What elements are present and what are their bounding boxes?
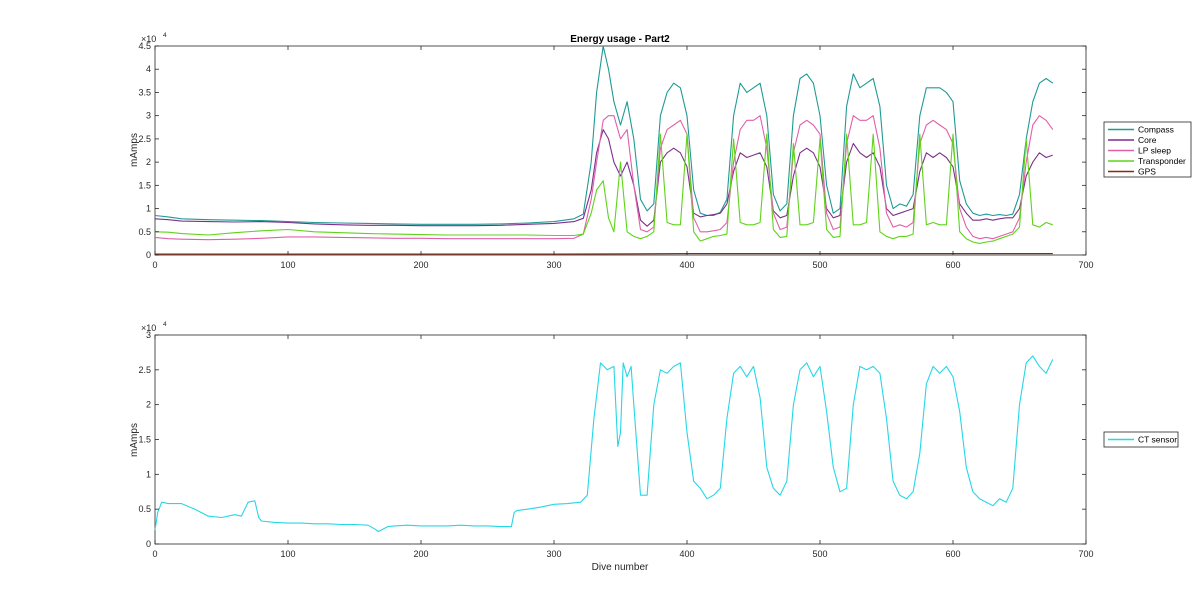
x-tick-label: 300 [546,549,561,559]
y-tick-label: 3.5 [138,87,151,97]
axes-energy-usage: 0 100 200 300 400 500 600 700 0 0.5 1 1.5 2 2.5 3 3.5 4… [129,32,1192,270]
y-tick-label: 0.5 [138,227,151,237]
y-tick-label: 1.5 [138,180,151,190]
x-tick-label: 0 [152,260,157,270]
y-tick-label: 2.5 [138,134,151,144]
x-axis-label: Dive number [592,562,649,573]
y-tick-label: 0 [146,250,151,260]
x-tick-label: 200 [413,260,428,270]
y-tick-label: 1 [146,469,151,479]
y-tick-label: 0.5 [138,504,151,514]
series-line-ct-sensor [154,355,1054,533]
series-lines [154,355,1054,533]
legend-label-ct-sensor: CT sensor [1138,435,1177,445]
y-tick-label: 0 [146,539,151,549]
y-tick-label: 3 [146,111,151,121]
x-tick-label: 400 [679,549,694,559]
series-line-gps [155,253,1053,255]
x-tick-label: 0 [152,549,157,559]
series-line-core [154,129,1053,227]
y-tick-label: 4.5 [138,41,151,51]
legend-label-lp-sleep: LP sleep [1138,146,1171,156]
y-exponent-power: 4 [163,321,167,328]
y-tick-label: 2 [146,157,151,167]
y-axis-label: mAmps [129,423,140,457]
x-ticks: 0 100 200 300 400 500 600 700 [152,46,1094,270]
x-tick-label: 100 [280,260,295,270]
x-tick-label: 500 [812,549,827,559]
legend-label-core: Core [1138,135,1157,145]
series-lines [154,45,1054,255]
legend-box [1103,121,1192,178]
y-exponent-power: 4 [163,32,167,39]
y-exponent-base: ×10 [141,323,156,333]
x-tick-label: 400 [679,260,694,270]
y-tick-label: 1 [146,204,151,214]
series-line-transponder [154,133,1053,244]
x-tick-label: 100 [280,549,295,559]
y-ticks: 0 0.5 1 1.5 2 2.5 3 3.5 4 4.5 [138,41,1086,260]
y-tick-label: 1.5 [138,435,151,445]
series-line-compass [154,45,1054,225]
x-tick-label: 700 [1078,549,1093,559]
axes-frame [154,45,1087,256]
x-tick-label: 700 [1078,260,1093,270]
x-ticks: 0 100 200 300 400 500 600 700 [152,335,1094,559]
y-tick-label: 2 [146,400,151,410]
x-tick-label: 200 [413,549,428,559]
y-tick-label: 2.5 [138,365,151,375]
y-tick-label: 4 [146,64,151,74]
legend-label-compass: Compass [1138,125,1174,135]
legend-label-gps: GPS [1138,167,1156,177]
axes-ct-sensor: 0 100 200 300 400 500 600 700 0 0.5 1 1.5 2 2.5 3 mAm… [129,321,1179,573]
legend-label-transponder: Transponder [1138,156,1186,166]
x-tick-label: 300 [546,260,561,270]
x-tick-label: 600 [945,260,960,270]
y-ticks: 0 0.5 1 1.5 2 2.5 3 [138,330,1086,549]
y-axis-label: mAmps [129,133,140,167]
legend: CT sensor [1103,431,1179,448]
x-tick-label: 600 [945,549,960,559]
chart-title: Energy usage - Part2 [570,34,670,45]
x-tick-label: 500 [812,260,827,270]
axes-frame [154,334,1087,545]
y-exponent-base: ×10 [141,34,156,44]
legend-box [1103,431,1179,448]
y-tick-label: 3 [146,330,151,340]
